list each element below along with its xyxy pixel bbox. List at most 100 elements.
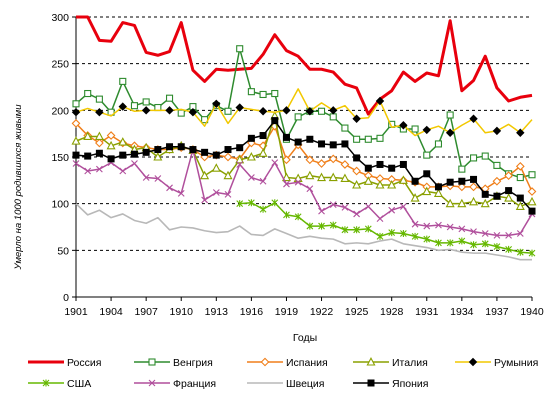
data-point: [376, 215, 384, 222]
data-point: [423, 170, 431, 178]
data-point: [119, 151, 127, 159]
data-point: [481, 240, 489, 248]
data-point: [364, 203, 372, 210]
legend-item: США: [28, 378, 91, 390]
data-point: [282, 133, 290, 141]
data-point: [260, 357, 270, 367]
data-point: [329, 221, 337, 229]
data-point: [235, 154, 245, 164]
data-point: [107, 155, 115, 163]
legend-label: Румыния: [494, 357, 538, 369]
data-point: [72, 100, 80, 108]
data-point: [72, 160, 80, 167]
series-line: [75, 119, 533, 212]
data-point: [119, 77, 127, 85]
data-point: [318, 207, 325, 215]
y-tick-label: 150: [51, 152, 69, 164]
legend-item: Венгрия: [134, 357, 213, 369]
data-point: [528, 171, 536, 179]
data-point: [306, 135, 314, 143]
data-point: [259, 90, 267, 99]
data-point: [188, 107, 198, 117]
data-point: [212, 99, 221, 109]
data-point: [328, 154, 338, 164]
data-point: [72, 151, 80, 159]
x-tick-label: 1937: [485, 306, 509, 318]
data-point: [200, 170, 210, 180]
data-point: [154, 146, 162, 154]
data-point: [154, 175, 162, 182]
legend-label: Россия: [67, 357, 101, 369]
data-point: [353, 210, 361, 218]
data-point: [481, 230, 489, 237]
data-point: [247, 174, 255, 181]
data-point: [527, 187, 537, 196]
data-point: [317, 107, 326, 115]
data-point: [84, 152, 92, 160]
y-tick-label: 300: [51, 12, 69, 24]
data-point: [515, 161, 525, 171]
data-point: [376, 160, 384, 168]
x-tick-label: 1901: [64, 306, 88, 318]
series-line: [75, 148, 533, 237]
legend: Россия Венгрия Испания Италия Румыния США Фран…: [28, 357, 538, 390]
data-point: [527, 196, 537, 206]
data-point: [410, 193, 420, 202]
data-point: [353, 226, 361, 234]
data-point: [95, 95, 103, 103]
data-point: [177, 109, 185, 117]
data-point: [469, 154, 478, 162]
data-point: [458, 225, 466, 233]
y-tick-label: 200: [51, 105, 69, 117]
data-point: [258, 148, 268, 157]
data-point: [271, 117, 279, 125]
data-point: [305, 107, 315, 116]
data-point: [142, 98, 150, 106]
legend-item: Франция: [134, 378, 216, 390]
data-point: [387, 180, 397, 189]
data-point: [258, 107, 268, 116]
data-point: [328, 172, 338, 182]
data-point: [236, 200, 244, 208]
series-line: [75, 47, 533, 179]
data-point: [329, 141, 337, 149]
data-point: [142, 148, 150, 156]
x-tick-label: 1910: [170, 306, 194, 318]
data-point: [329, 113, 337, 121]
data-point: [422, 186, 432, 196]
data-point: [457, 182, 467, 192]
data-point: [446, 178, 454, 186]
data-point: [399, 203, 407, 210]
data-point: [435, 239, 442, 247]
data-point: [516, 194, 524, 202]
data-point: [399, 160, 407, 168]
data-point: [223, 152, 233, 162]
data-point: [434, 183, 442, 191]
data-point: [353, 135, 361, 143]
data-point: [340, 173, 350, 183]
data-point: [95, 149, 103, 157]
data-point: [166, 184, 173, 192]
data-point: [493, 161, 501, 169]
legend-label: США: [67, 378, 91, 390]
data-point: [376, 134, 384, 142]
legend-label: Швеция: [286, 378, 325, 390]
data-point: [236, 144, 244, 152]
y-tick-labels: 0 50 100 150 200 250 300: [51, 12, 69, 304]
data-point: [341, 204, 349, 211]
y-tick-label: 250: [51, 59, 69, 71]
x-tick-label: 1928: [380, 306, 404, 318]
data-point: [271, 89, 279, 98]
y-tick-label: 50: [57, 245, 69, 257]
data-point: [505, 232, 513, 239]
data-point: [341, 140, 349, 148]
data-point: [364, 164, 372, 172]
x-tick-label: 1931: [415, 306, 439, 318]
data-point: [259, 205, 267, 213]
data-point: [106, 131, 116, 140]
data-point: [247, 134, 255, 142]
data-point: [71, 107, 81, 117]
data-point: [516, 248, 524, 256]
data-point: [212, 189, 220, 196]
series-lines: [71, 15, 537, 261]
